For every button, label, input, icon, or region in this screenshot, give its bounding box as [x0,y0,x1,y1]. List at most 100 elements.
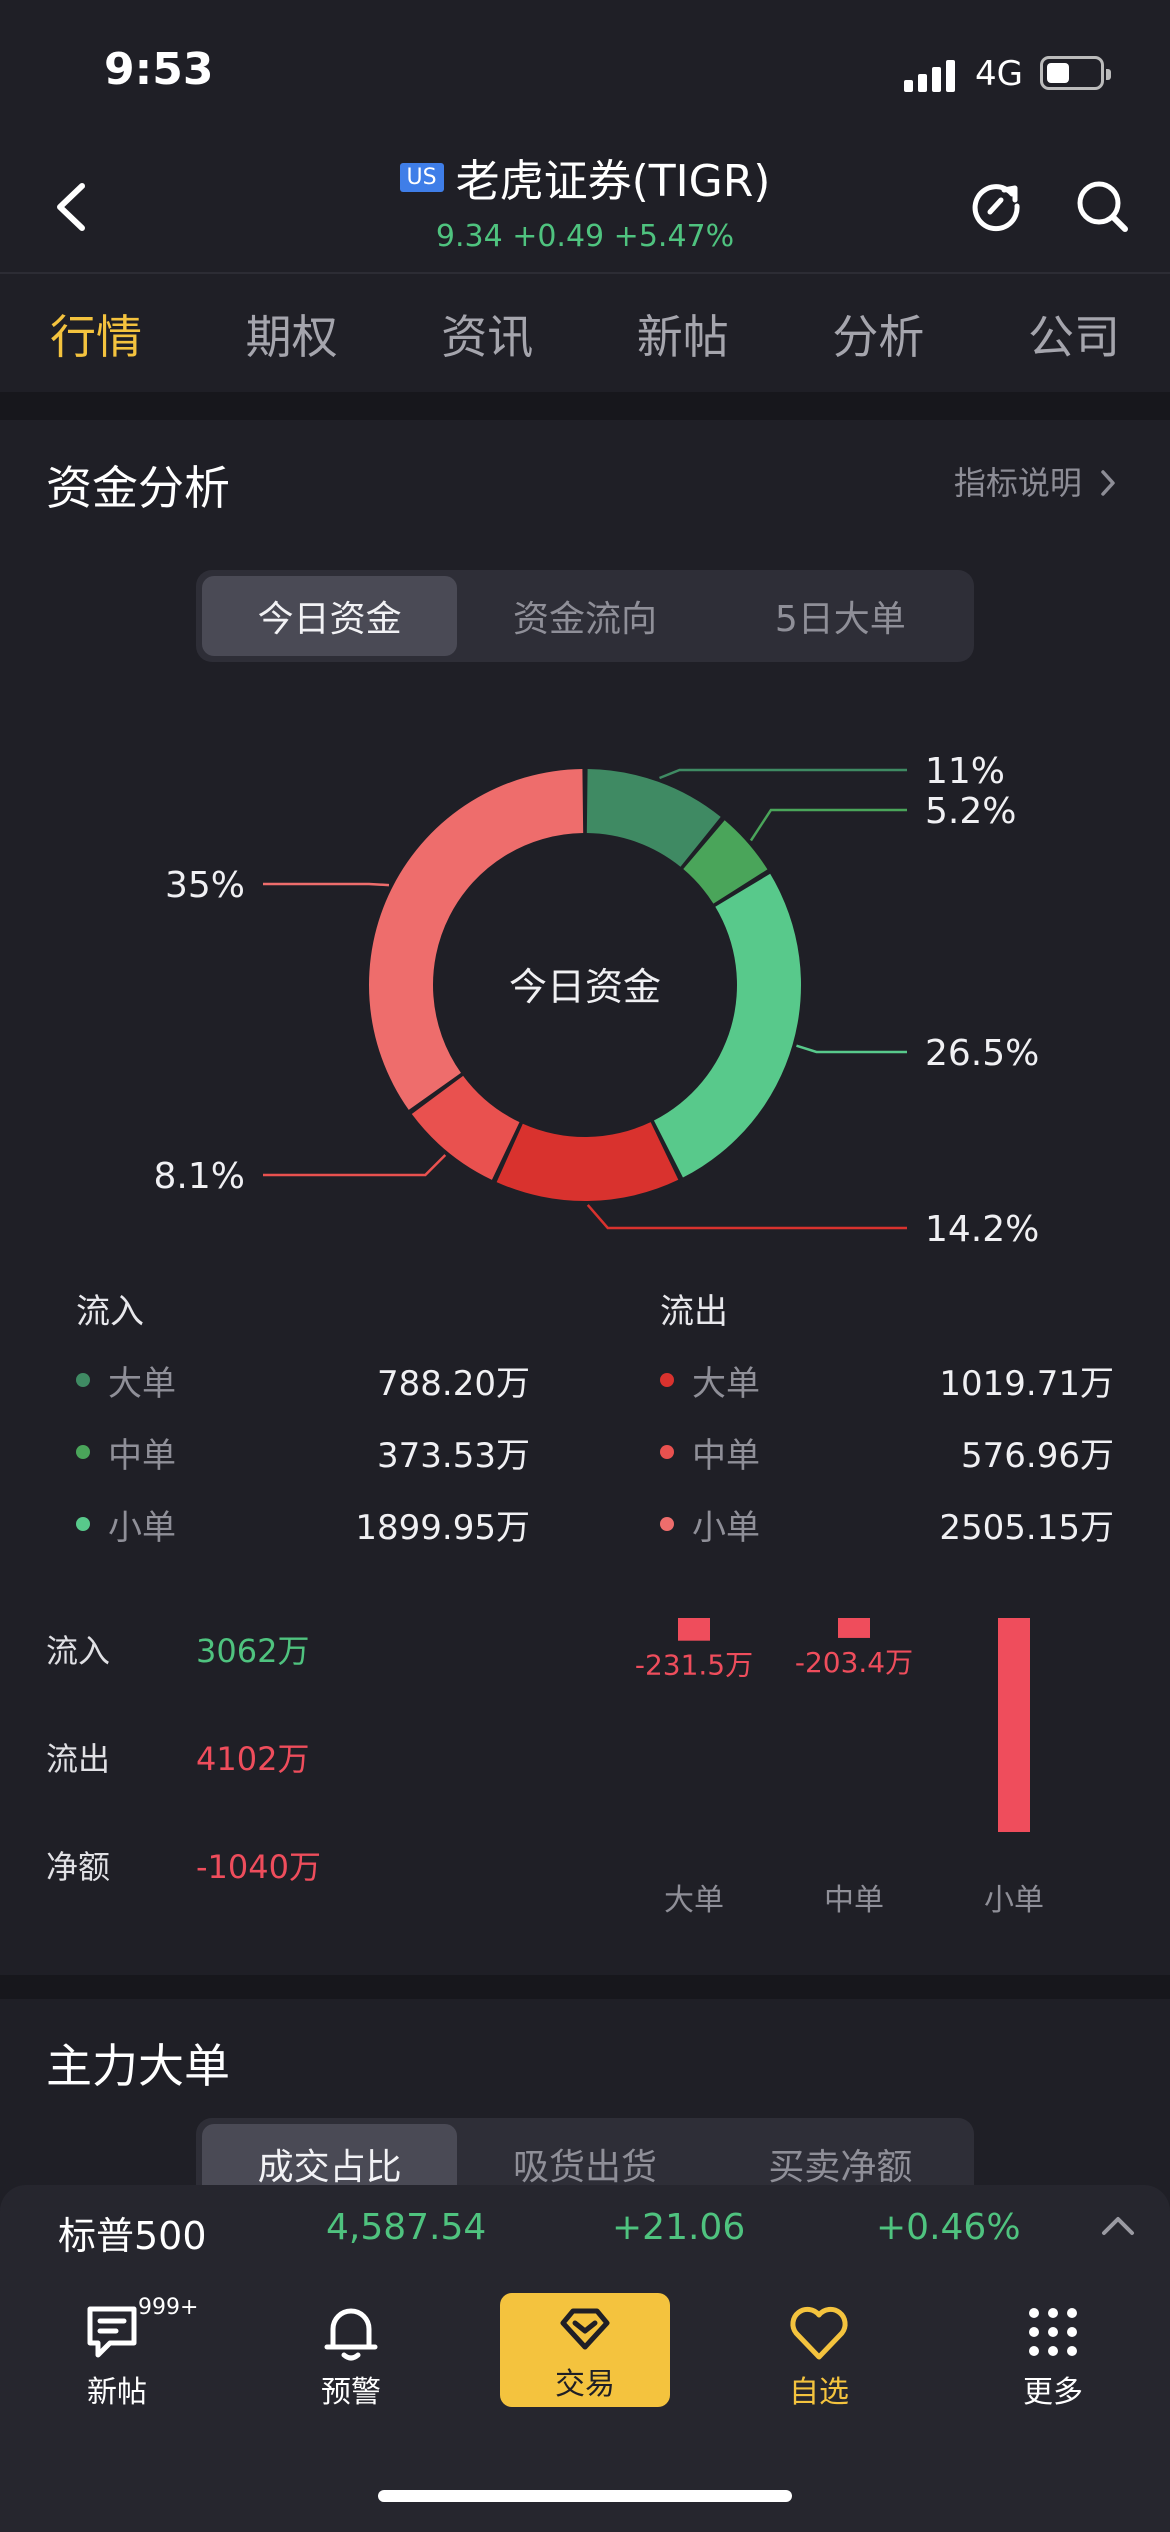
outflow-legend: 流出 大单 1019.71万 中单 576.96万 小单 2505.15万 [660,1284,1114,1548]
tab-quote[interactable]: 行情 [50,310,142,364]
nav-trade-label: 交易 [555,2367,615,2402]
legend-dot [660,1445,674,1459]
stock-header: US 老虎证券(TIGR) 9.34 +0.49 +5.47% [0,145,1170,254]
legend-value: 2505.15万 [939,1508,1114,1548]
summary-net-value: -1040万 [196,1848,321,1886]
inflow-legend: 流入 大单 788.20万 中单 373.53万 小单 1899.95万 [76,1284,530,1548]
status-bar: 9:53 4G [0,0,1170,140]
nav-more-label: 更多 [1023,2375,1083,2410]
summary-outflow-value: 4102万 [196,1740,310,1778]
chevron-up-icon[interactable] [1100,2213,1136,2237]
donut-slice [411,1075,520,1180]
net-flow-bar-label: -231.5万 [635,1649,753,1682]
back-icon[interactable] [52,180,92,234]
segment-capital-flow[interactable]: 资金流向 [512,599,657,640]
status-time: 9:53 [104,44,214,95]
index-ticker-strip[interactable]: 标普500 4,587.54 +21.06 +0.46% [0,2185,1170,2275]
section-divider [0,392,1170,420]
nav-trade-button[interactable]: 交易 [500,2293,670,2407]
donut-slice [496,1122,679,1201]
legend-dot [660,1373,674,1387]
capital-donut-chart: 11%5.2% 26.5% 14.2% 8.1% 35% 今日资金 [154,751,1040,1250]
donut-center-label: 今日资金 [509,965,661,1009]
tab-options[interactable]: 期权 [245,310,338,364]
nav-more[interactable]: 更多 [978,2303,1128,2411]
net-flow-category-label: 中单 [824,1883,884,1918]
segment-5day-large[interactable]: 5日大单 [774,599,906,640]
heart-icon [790,2306,848,2360]
net-flow-bar-label: -203.4万 [795,1646,913,1679]
segment-net-buy-sell[interactable]: 买卖净额 [768,2147,913,2188]
chevron-right-icon [1101,470,1115,496]
legend-label: 中单 [108,1435,176,1476]
legend-row: 中单 [660,1428,760,1476]
legend-row: 大单 [660,1356,760,1404]
donut-percent-label: 35% [165,865,245,906]
grid-icon [1029,2308,1077,2356]
donut-slice [368,769,584,1110]
nav-watchlist[interactable]: 自选 [744,2303,894,2411]
net-flow-bar [998,1618,1030,1832]
stock-tabs: 行情 期权 资讯 新帖 分析 公司 [0,274,1170,394]
donut-leader-line [796,1044,907,1054]
nav-posts-label: 新帖 [87,2375,147,2410]
home-indicator [378,2490,792,2502]
tab-analysis[interactable]: 分析 [832,310,925,364]
donut-leader-line [586,1204,907,1230]
refresh-icon[interactable] [968,178,1024,234]
bottom-nav: 999+ 新帖 预警 交易 自选 更多 [0,2275,1170,2532]
tab-posts[interactable]: 新帖 [636,310,729,364]
nav-watchlist-label: 自选 [789,2375,849,2410]
search-icon[interactable] [1074,178,1130,234]
inflow-legend-title: 流入 [76,1292,144,1332]
legend-row: 小单 [660,1500,760,1548]
nav-posts[interactable]: 999+ 新帖 [42,2295,198,2411]
donut-leader-line [263,1154,447,1177]
donut-percent-label: 11% [925,751,1005,792]
section-divider [0,1975,1170,1999]
legend-value: 788.20万 [377,1364,530,1404]
donut-slice [683,820,768,904]
donut-slice [586,769,721,867]
posts-icon [87,2306,137,2358]
index-name: 标普500 [58,2214,207,2258]
nav-alerts[interactable]: 预警 [276,2303,426,2411]
legend-label: 中单 [692,1435,760,1476]
legend-dot [76,1517,90,1531]
legend-row: 中单 [76,1428,176,1476]
market-badge: US [399,162,444,192]
summary-inflow-label: 流入 [46,1632,111,1670]
help-link-label: 指标说明 [953,464,1082,502]
summary-outflow-label: 流出 [46,1740,111,1778]
net-flow-bar [838,1618,870,1638]
legend-label: 小单 [692,1507,760,1548]
main-orders-title: 主力大单 [46,2039,230,2093]
tab-news[interactable]: 资讯 [441,310,534,364]
net-flow-category-label: 小单 [984,1883,1044,1918]
net-flow-bar [678,1618,710,1641]
donut-leader-line [749,808,907,842]
legend-row: 小单 [76,1500,176,1548]
index-price: 4,587.54 [326,2207,487,2248]
header-divider [0,272,1170,274]
legend-value: 576.96万 [961,1436,1114,1476]
battery-icon [1040,56,1111,90]
legend-label: 大单 [692,1363,760,1404]
capital-segment-control: 今日资金 资金流向 5日大单 [196,570,974,662]
net-flow-category-label: 大单 [664,1883,724,1918]
legend-dot [76,1373,90,1387]
index-change-pct: +0.46% [876,2207,1021,2248]
donut-percent-label: 5.2% [925,791,1016,832]
tab-company[interactable]: 公司 [1027,310,1120,364]
donut-leader-line [263,882,390,887]
segment-today-capital[interactable]: 今日资金 [202,576,458,656]
donut-leader-line [659,768,907,780]
index-change: +21.06 [612,2207,746,2248]
signal-icon [904,58,956,92]
summary-net-label: 净额 [46,1848,111,1886]
legend-row: 大单 [76,1356,176,1404]
indicator-help-link[interactable]: 指标说明 [954,458,1118,504]
summary-inflow-value: 3062万 [196,1632,310,1670]
segment-accumulate-distribute[interactable]: 吸货出货 [512,2147,657,2188]
